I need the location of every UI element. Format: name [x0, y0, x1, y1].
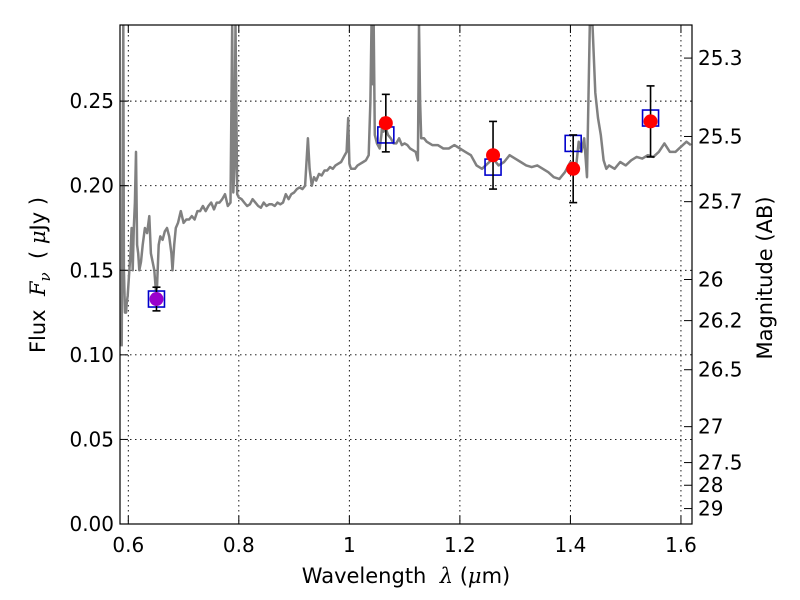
y2-tick-label: 26.5 — [698, 358, 743, 382]
y-axis-title-subscript: ν — [36, 272, 54, 281]
observed-point — [378, 116, 393, 131]
y-axis-title: Flux Fν ( μJy ) — [26, 197, 54, 353]
y-axis-title-prefix: Flux — [26, 296, 50, 353]
plot-background — [120, 25, 692, 524]
y-axis-title-unit-rest: Jy ) — [26, 197, 50, 233]
axis-ticks — [120, 25, 692, 525]
observed-point — [149, 292, 164, 307]
y2-tick-label: 29 — [698, 497, 723, 521]
observed-points — [149, 85, 658, 312]
y2-axis-title: Magnitude (AB) — [753, 196, 777, 359]
x-tick-label: 1.4 — [555, 533, 587, 557]
y-axis-title-symbol: F — [26, 280, 50, 297]
x-tick-label: 1 — [343, 533, 356, 557]
y-tick-label: 0.00 — [69, 512, 114, 536]
observed-point — [643, 114, 658, 129]
y2-tick-label: 26.2 — [698, 309, 743, 333]
y2-tick-label: 27 — [698, 415, 723, 439]
observed-point — [486, 148, 501, 163]
x-tick-label: 0.8 — [223, 533, 255, 557]
y-tick-label: 0.05 — [69, 427, 114, 451]
y-tick-label: 0.25 — [69, 89, 114, 113]
x-tick-label: 1.6 — [665, 533, 697, 557]
plot-area — [120, 25, 692, 347]
y-axis-title-unit-symbol: μ — [26, 230, 50, 244]
grid-lines — [120, 25, 692, 524]
y2-tick-label: 25.3 — [698, 46, 743, 70]
x-axis-title-unit-symbol: μ — [468, 564, 482, 588]
y2-tick-label: 28 — [698, 473, 723, 497]
x-axis-title-unit-rest: m) — [482, 564, 511, 588]
y2-tick-label: 25.5 — [698, 124, 743, 148]
y2-tick-label: 26 — [698, 267, 723, 291]
y-tick-label: 0.10 — [69, 343, 114, 367]
y-tick-labels: 0.00 0.05 0.10 0.15 0.20 0.25 — [69, 89, 114, 536]
y2-tick-label: 25.7 — [698, 190, 743, 214]
plot-frame — [119, 24, 693, 525]
y-axis-title-unit-open: ( — [26, 244, 50, 272]
x-tick-label: 1.2 — [444, 533, 476, 557]
y-tick-label: 0.15 — [69, 258, 114, 282]
x-axis-title: Wavelength λ (μm) — [302, 564, 510, 588]
y-tick-label: 0.20 — [69, 174, 114, 198]
x-tick-labels: 0.6 0.8 1 1.2 1.4 1.6 — [112, 533, 696, 557]
observed-point — [566, 161, 581, 176]
x-axis-title-unit-open: ( — [453, 564, 468, 588]
y2-tick-label: 27.5 — [698, 451, 743, 475]
spectrum-line — [120, 25, 692, 347]
x-axis-title-symbol: λ — [439, 564, 453, 588]
x-axis-title-prefix: Wavelength — [302, 564, 440, 588]
x-tick-label: 0.6 — [112, 533, 144, 557]
